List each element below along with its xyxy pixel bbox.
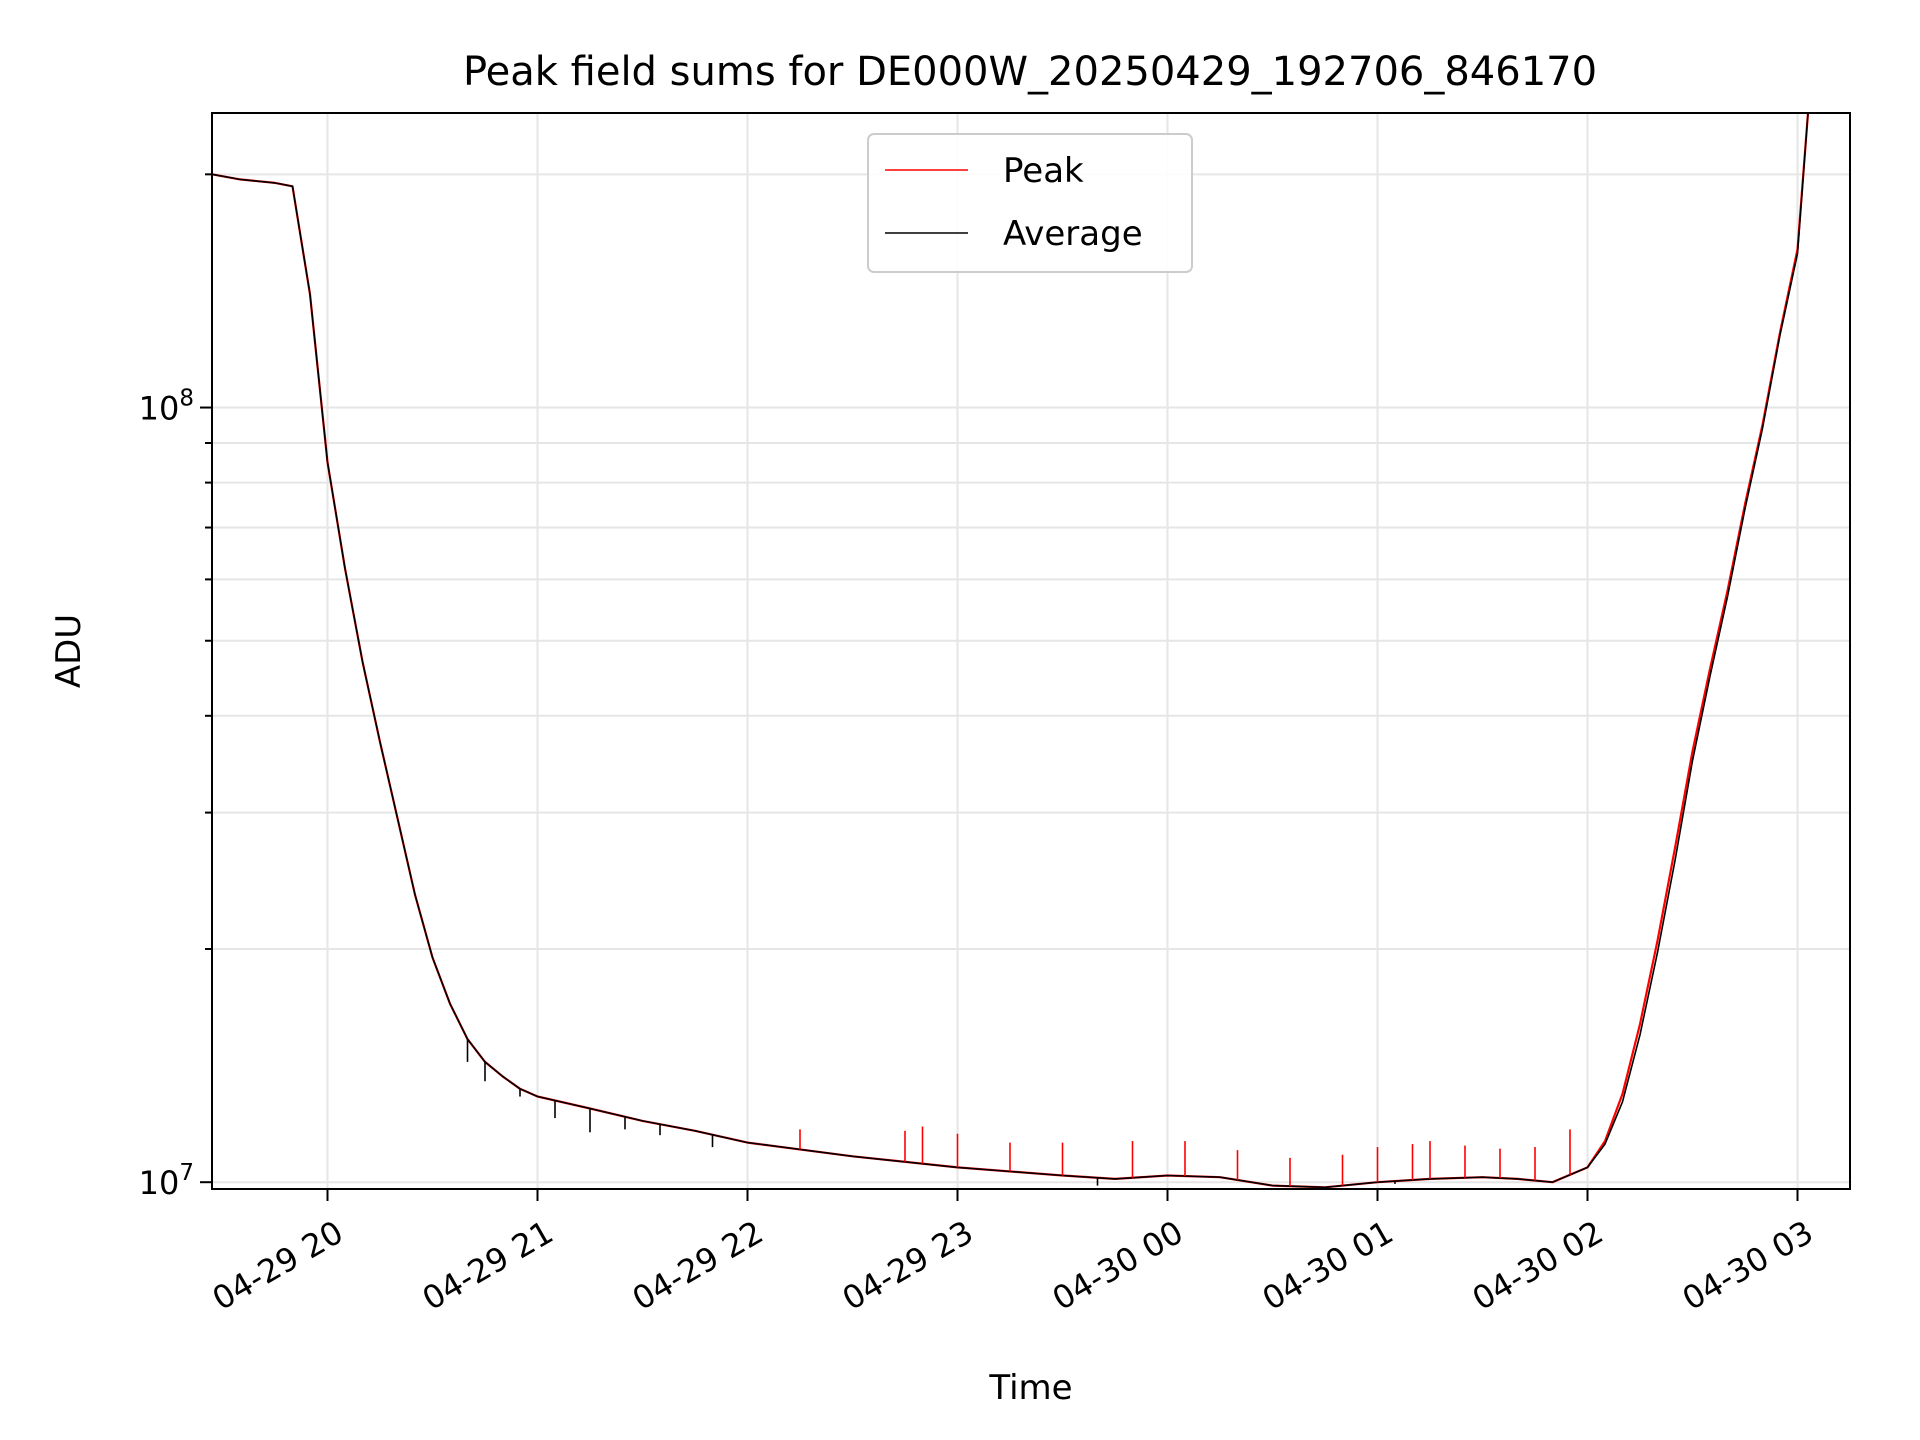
legend: Peak Average (867, 133, 1193, 273)
legend-average-label: Average (1003, 214, 1143, 254)
y-tick-label: 108 (139, 386, 194, 428)
y-tick-label-base: 10 (139, 1164, 180, 1202)
x-tick-label: 04-29 21 (416, 1213, 560, 1318)
x-tick-label: 04-30 01 (1256, 1213, 1400, 1318)
legend-box (867, 133, 1193, 273)
y-tick-label-base: 10 (139, 390, 180, 428)
y-tick-label-exponent: 7 (179, 1160, 194, 1186)
legend-peak-label: Peak (1003, 151, 1084, 191)
x-tick-label: 04-30 02 (1466, 1213, 1610, 1318)
x-tick-label: 04-29 22 (626, 1213, 770, 1318)
x-tick-label: 04-29 20 (206, 1213, 350, 1318)
series-line-average (211, 112, 1809, 1189)
x-axis-label: Time (988, 1368, 1072, 1408)
plot-area (211, 112, 1810, 1189)
y-tick-label-exponent: 8 (179, 386, 194, 412)
x-tick-label: 04-29 23 (836, 1213, 980, 1318)
x-tick-label: 04-30 00 (1046, 1213, 1190, 1318)
x-tick-label: 04-30 03 (1676, 1213, 1820, 1318)
series-line-peak (211, 112, 1810, 1189)
plot-frame (211, 112, 1851, 1190)
grid (212, 113, 1850, 1189)
y-tick-label: 107 (139, 1160, 194, 1202)
x-axis: 04-29 20 04-29 21 04-29 22 04-29 23 04-30 00… (206, 1189, 1820, 1318)
y-axis-label: ADU (49, 614, 89, 688)
chart-title: Peak field sums for DE000W_20250429_1927… (463, 49, 1597, 95)
